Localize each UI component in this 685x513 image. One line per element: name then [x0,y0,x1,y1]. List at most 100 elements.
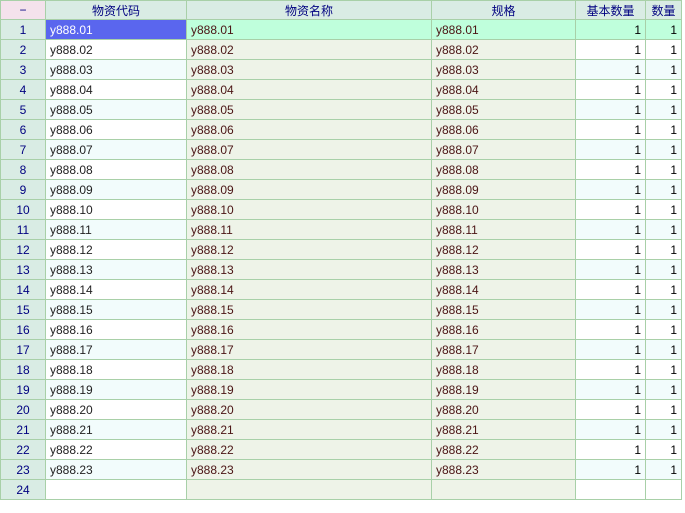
cell-name[interactable]: y888.04 [186,79,432,100]
cell-name[interactable]: y888.20 [186,399,432,420]
row-header[interactable]: 6 [0,119,46,140]
table-row[interactable]: 13 y888.13 y888.13 y888.13 1 1 [0,259,682,280]
cell-base-qty[interactable]: 1 [575,119,646,140]
table-row[interactable]: 7 y888.07 y888.07 y888.07 1 1 [0,139,682,160]
cell-spec[interactable]: y888.01 [431,19,576,40]
cell-spec[interactable]: y888.07 [431,139,576,160]
cell-qty[interactable]: 1 [645,339,682,360]
table-row[interactable]: 14 y888.14 y888.14 y888.14 1 1 [0,279,682,300]
cell-qty[interactable]: 1 [645,259,682,280]
cell-qty[interactable]: 1 [645,99,682,120]
cell-base-qty[interactable]: 1 [575,439,646,460]
cell-qty[interactable]: 1 [645,319,682,340]
cell-name[interactable]: y888.23 [186,459,432,480]
cell-code[interactable]: y888.15 [45,299,187,320]
cell-base-qty[interactable]: 1 [575,139,646,160]
cell-base-qty[interactable]: 1 [575,419,646,440]
cell-code[interactable]: y888.18 [45,359,187,380]
cell-qty[interactable]: 1 [645,79,682,100]
cell-spec[interactable]: y888.04 [431,79,576,100]
cell-name[interactable]: y888.18 [186,359,432,380]
cell-name[interactable]: y888.01 [186,19,432,40]
cell-name[interactable]: y888.14 [186,279,432,300]
table-row[interactable]: 24 [0,479,682,500]
cell-base-qty[interactable]: 1 [575,179,646,200]
cell-qty[interactable]: 1 [645,359,682,380]
table-row[interactable]: 6 y888.06 y888.06 y888.06 1 1 [0,119,682,140]
cell-name[interactable]: y888.08 [186,159,432,180]
cell-name[interactable]: y888.06 [186,119,432,140]
table-row[interactable]: 18 y888.18 y888.18 y888.18 1 1 [0,359,682,380]
cell-spec[interactable]: y888.09 [431,179,576,200]
row-header[interactable]: 9 [0,179,46,200]
cell-base-qty[interactable]: 1 [575,79,646,100]
table-row[interactable]: 22 y888.22 y888.22 y888.22 1 1 [0,439,682,460]
cell-qty[interactable]: 1 [645,379,682,400]
table-row[interactable]: 17 y888.17 y888.17 y888.17 1 1 [0,339,682,360]
cell-base-qty[interactable]: 1 [575,239,646,260]
column-header-base-qty[interactable]: 基本数量 [575,0,646,20]
row-header[interactable]: 14 [0,279,46,300]
cell-code[interactable]: y888.10 [45,199,187,220]
cell-qty[interactable] [645,479,682,500]
cell-base-qty[interactable]: 1 [575,39,646,60]
cell-qty[interactable]: 1 [645,459,682,480]
table-row[interactable]: 4 y888.04 y888.04 y888.04 1 1 [0,79,682,100]
cell-spec[interactable] [431,479,576,500]
cell-name[interactable]: y888.11 [186,219,432,240]
cell-spec[interactable]: y888.05 [431,99,576,120]
column-header-code[interactable]: 物资代码 [45,0,187,20]
cell-spec[interactable]: y888.02 [431,39,576,60]
cell-spec[interactable]: y888.12 [431,239,576,260]
cell-name[interactable]: y888.15 [186,299,432,320]
row-header[interactable]: 24 [0,479,46,500]
cell-qty[interactable]: 1 [645,59,682,80]
table-row[interactable]: 15 y888.15 y888.15 y888.15 1 1 [0,299,682,320]
row-header[interactable]: 5 [0,99,46,120]
cell-base-qty[interactable]: 1 [575,159,646,180]
cell-base-qty[interactable]: 1 [575,59,646,80]
row-header[interactable]: 4 [0,79,46,100]
cell-spec[interactable]: y888.19 [431,379,576,400]
cell-code[interactable]: y888.05 [45,99,187,120]
cell-code[interactable]: y888.02 [45,39,187,60]
table-row[interactable]: 10 y888.10 y888.10 y888.10 1 1 [0,199,682,220]
cell-spec[interactable]: y888.08 [431,159,576,180]
row-header[interactable]: 8 [0,159,46,180]
cell-spec[interactable]: y888.15 [431,299,576,320]
table-row[interactable]: 9 y888.09 y888.09 y888.09 1 1 [0,179,682,200]
table-row[interactable]: 23 y888.23 y888.23 y888.23 1 1 [0,459,682,480]
column-header-qty[interactable]: 数量 [645,0,682,20]
cell-name[interactable]: y888.07 [186,139,432,160]
table-row[interactable]: 16 y888.16 y888.16 y888.16 1 1 [0,319,682,340]
cell-qty[interactable]: 1 [645,119,682,140]
row-header[interactable]: 20 [0,399,46,420]
cell-name[interactable]: y888.12 [186,239,432,260]
cell-spec[interactable]: y888.23 [431,459,576,480]
cell-code[interactable]: y888.03 [45,59,187,80]
cell-code[interactable]: y888.22 [45,439,187,460]
cell-qty[interactable]: 1 [645,279,682,300]
row-header[interactable]: 19 [0,379,46,400]
cell-spec[interactable]: y888.21 [431,419,576,440]
cell-base-qty[interactable]: 1 [575,219,646,240]
cell-spec[interactable]: y888.16 [431,319,576,340]
cell-code[interactable]: y888.07 [45,139,187,160]
row-header[interactable]: 17 [0,339,46,360]
cell-qty[interactable]: 1 [645,139,682,160]
cell-qty[interactable]: 1 [645,299,682,320]
row-header[interactable]: 7 [0,139,46,160]
table-row[interactable]: 3 y888.03 y888.03 y888.03 1 1 [0,59,682,80]
table-row[interactable]: 1 y888.01 y888.01 y888.01 1 1 [0,19,682,40]
cell-spec[interactable]: y888.10 [431,199,576,220]
table-row[interactable]: 8 y888.08 y888.08 y888.08 1 1 [0,159,682,180]
row-header[interactable]: 3 [0,59,46,80]
table-row[interactable]: 2 y888.02 y888.02 y888.02 1 1 [0,39,682,60]
cell-name[interactable]: y888.22 [186,439,432,460]
row-header[interactable]: 15 [0,299,46,320]
table-row[interactable]: 21 y888.21 y888.21 y888.21 1 1 [0,419,682,440]
cell-base-qty[interactable]: 1 [575,399,646,420]
cell-qty[interactable]: 1 [645,399,682,420]
table-row[interactable]: 20 y888.20 y888.20 y888.20 1 1 [0,399,682,420]
cell-code[interactable]: y888.17 [45,339,187,360]
